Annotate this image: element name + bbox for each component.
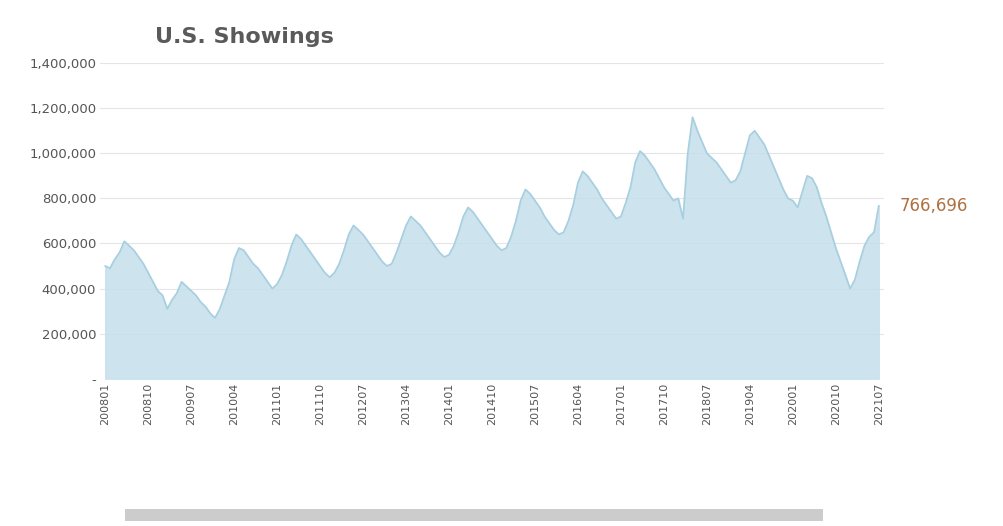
Text: U.S. Showings: U.S. Showings	[155, 27, 334, 47]
Text: 766,696: 766,696	[899, 197, 967, 215]
